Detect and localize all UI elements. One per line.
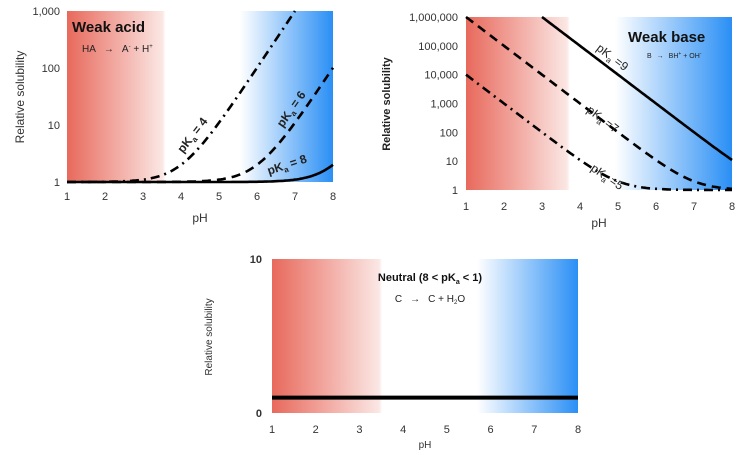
- y-tick-label: 10: [48, 120, 60, 132]
- neutral-chart: 1 2 3 4 5 6 7 8 0 10 Neutral (8 < pKa < 1) C → C + …: [204, 254, 581, 451]
- x-tick-label: 7: [292, 191, 298, 203]
- y-tick-label: 10: [250, 254, 262, 266]
- y-tick-label: 10,000: [424, 70, 458, 82]
- x-tick-label: 2: [501, 201, 507, 213]
- y-tick-label: 1: [452, 185, 458, 197]
- x-tick-label: 1: [64, 191, 70, 203]
- x-tick-label: 2: [102, 191, 108, 203]
- acid-plot-background: [67, 11, 333, 182]
- base-reaction: B → BH+ + OH-: [647, 51, 702, 60]
- x-tick-label: 8: [330, 191, 336, 203]
- y-tick-label: 100,000: [418, 41, 458, 53]
- y-tick-label: 1,000: [32, 6, 60, 18]
- acid-xlabel: pH: [192, 211, 207, 225]
- curve-label: pKa = 8: [265, 152, 309, 180]
- base-xlabel: pH: [591, 216, 606, 230]
- neutral-ylabel: Relative solubility: [204, 298, 215, 375]
- x-tick-label: 7: [531, 424, 537, 436]
- x-tick-label: 5: [216, 191, 222, 203]
- x-tick-label: 5: [615, 201, 621, 213]
- series-line-pka-9: [541, 15, 733, 162]
- x-tick-label: 4: [178, 191, 184, 203]
- x-tick-label: 7: [691, 201, 697, 213]
- x-tick-label: 1: [269, 424, 275, 436]
- base-ylabel: Relative solubility: [381, 56, 393, 150]
- y-tick-label: 1: [54, 177, 60, 189]
- x-tick-label: 3: [356, 424, 362, 436]
- x-tick-label: 3: [140, 191, 146, 203]
- neutral-xlabel: pH: [419, 440, 432, 451]
- x-tick-label: 1: [463, 201, 469, 213]
- x-tick-label: 2: [313, 424, 319, 436]
- acid-reaction: HA → A- + H+: [82, 44, 153, 55]
- x-tick-label: 4: [400, 424, 406, 436]
- base-plot-background: [466, 17, 732, 190]
- x-tick-label: 6: [653, 201, 659, 213]
- base-title: Weak base: [628, 29, 705, 46]
- weak-base-chart: 1 2 3 4 5 6 7 8 1 10 100 1,000 10,000 100,000 1,000,00…: [381, 12, 735, 230]
- x-tick-label: 5: [444, 424, 450, 436]
- y-tick-label: 100: [42, 63, 60, 75]
- x-tick-label: 3: [539, 201, 545, 213]
- y-tick-label: 1,000: [430, 99, 458, 111]
- acid-title: Weak acid: [72, 19, 145, 36]
- neutral-title: Neutral (8 < pKa < 1): [378, 272, 482, 286]
- y-tick-label: 0: [256, 408, 262, 420]
- x-tick-label: 8: [729, 201, 735, 213]
- y-tick-label: 10: [446, 156, 458, 168]
- series-line-pka-8: [67, 163, 334, 184]
- y-tick-label: 1,000,000: [409, 12, 458, 24]
- x-tick-label: 6: [488, 424, 494, 436]
- neutral-reaction: C → C + H2O: [395, 294, 465, 306]
- neutral-plot-background: [272, 259, 578, 413]
- x-tick-label: 8: [575, 424, 581, 436]
- x-tick-label: 6: [254, 191, 260, 203]
- series-line-pka-5: [465, 73, 732, 192]
- x-tick-label: 4: [577, 201, 583, 213]
- y-tick-label: 100: [440, 127, 458, 139]
- series-line-pka-7: [465, 15, 733, 191]
- acid-ylabel: Relative solubility: [13, 51, 27, 144]
